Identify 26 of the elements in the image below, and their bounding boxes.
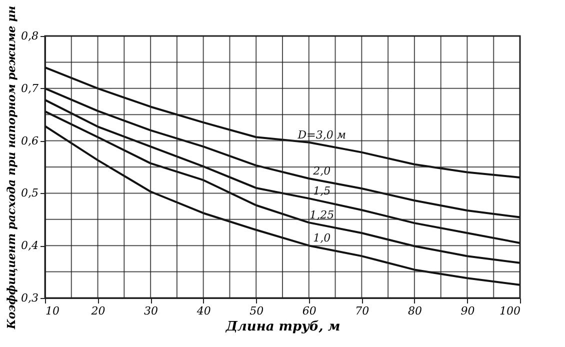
line-series [44,110,521,264]
line-series [44,87,521,218]
y-tick-label: 0,3 [21,292,38,304]
series-label: 1,0 [313,232,331,245]
series-label: 2,0 [312,164,331,178]
y-tick-label: 0,8 [21,30,38,42]
y-tick-label: 0,5 [21,186,38,200]
x-tick-label: 40 [196,304,211,318]
x-tick-label: 50 [250,304,264,318]
series-label: 1,25 [310,208,334,222]
x-axis-title: Длина труб, м [224,320,340,334]
x-tick-label: 80 [408,304,422,318]
line-series [44,98,521,244]
y-axis-title: Коэффициент расхода при напорном режиме μн [5,6,18,330]
y-tick-label: 0,7 [21,82,38,95]
line-series [44,125,521,286]
line-series [44,66,521,178]
x-tick-label: 60 [302,304,316,318]
x-tick-label: 10 [46,304,60,318]
x-tick-label: 20 [90,304,106,318]
x-tick-label: 100 [500,304,520,318]
y-tick-label: 0,6 [21,134,38,148]
x-tick-label: 70 [355,304,370,318]
y-tick-label: 0,4 [21,239,38,252]
x-tick-label: 30 [144,304,158,318]
x-tick-label: 90 [460,304,475,318]
